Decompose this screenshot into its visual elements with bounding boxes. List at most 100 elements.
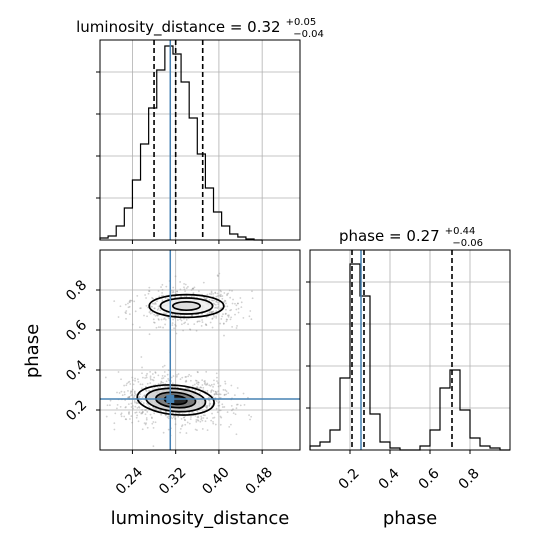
- scatter-point: [206, 404, 208, 407]
- scatter-point: [153, 303, 156, 305]
- scatter-point: [145, 409, 147, 411]
- scatter-point: [143, 394, 145, 397]
- scatter-point: [116, 391, 118, 394]
- scatter-point: [191, 314, 194, 317]
- scatter-point: [210, 311, 213, 314]
- scatter-point: [127, 412, 130, 414]
- scatter-point: [219, 409, 222, 412]
- scatter-point: [206, 429, 209, 432]
- y-axis-label-phase: phase: [22, 324, 43, 378]
- scatter-point: [222, 322, 225, 325]
- scatter-point: [175, 332, 178, 335]
- scatter-point: [167, 417, 170, 420]
- scatter-point: [154, 371, 157, 374]
- scatter-point: [218, 294, 220, 297]
- scatter-point: [145, 305, 148, 307]
- scatter-point: [156, 300, 158, 303]
- scatter-point: [140, 400, 143, 403]
- scatter-point: [203, 380, 206, 383]
- scatter-point: [210, 291, 213, 294]
- scatter-point: [215, 316, 218, 319]
- scatter-point: [113, 300, 116, 303]
- scatter-point: [161, 292, 164, 294]
- scatter-point: [214, 303, 217, 306]
- scatter-point: [124, 311, 127, 314]
- scatter-point: [217, 393, 220, 396]
- scatter-point: [113, 428, 116, 431]
- scatter-point: [230, 409, 233, 412]
- scatter-point: [217, 382, 219, 384]
- scatter-point: [131, 376, 134, 379]
- scatter-point: [149, 378, 152, 381]
- scatter-point: [217, 303, 220, 306]
- scatter-point: [218, 409, 221, 412]
- scatter-point: [152, 379, 155, 382]
- scatter-point: [159, 409, 162, 412]
- scatter-point: [150, 416, 153, 419]
- scatter-point: [172, 289, 174, 292]
- scatter-point: [148, 389, 151, 392]
- scatter-point: [205, 370, 208, 373]
- scatter-point: [131, 393, 134, 396]
- scatter-point: [202, 386, 205, 389]
- scatter-point: [197, 381, 200, 384]
- scatter-point: [145, 297, 147, 299]
- scatter-point: [124, 303, 127, 306]
- scatter-point: [196, 321, 199, 323]
- scatter-point: [151, 302, 154, 305]
- scatter-point: [140, 307, 142, 310]
- scatter-point: [151, 311, 154, 314]
- scatter-point: [179, 318, 182, 321]
- scatter-point: [205, 323, 207, 326]
- scatter-point: [106, 404, 109, 407]
- scatter-point: [210, 310, 213, 313]
- scatter-point: [231, 326, 234, 328]
- scatter-point: [129, 383, 132, 385]
- scatter-point: [165, 411, 168, 413]
- scatter-point: [190, 314, 193, 317]
- x-tick-label-luminosity-distance: 0.48: [243, 464, 276, 497]
- scatter-point: [229, 423, 232, 426]
- scatter-point: [213, 393, 216, 396]
- scatter-point: [160, 410, 162, 413]
- scatter-point: [212, 292, 215, 295]
- scatter-point: [156, 314, 159, 317]
- luminosity-distance-histogram-panel: [96, 39, 301, 244]
- scatter-point: [177, 314, 180, 317]
- scatter-point: [163, 371, 166, 373]
- scatter-point: [128, 411, 130, 413]
- scatter-point: [130, 406, 133, 408]
- scatter-point: [212, 422, 215, 425]
- scatter-point: [129, 301, 131, 303]
- scatter-point: [206, 417, 208, 420]
- scatter-point: [144, 294, 147, 296]
- scatter-point: [212, 417, 214, 419]
- scatter-point: [173, 314, 176, 316]
- scatter-point: [223, 334, 225, 337]
- y-tick-label-phase: 0.6: [63, 317, 90, 344]
- scatter-point: [223, 406, 226, 408]
- scatter-point: [138, 395, 141, 398]
- scatter-point: [153, 307, 156, 310]
- scatter-point: [127, 389, 129, 392]
- scatter-point: [210, 419, 213, 422]
- scatter-point: [195, 419, 198, 421]
- scatter-point: [137, 402, 140, 405]
- scatter-point: [116, 407, 118, 410]
- panel-frame: [309, 249, 511, 451]
- scatter-point: [227, 292, 230, 295]
- scatter-point: [152, 318, 155, 321]
- scatter-point: [234, 313, 236, 316]
- scatter-point: [172, 411, 175, 414]
- scatter-point: [232, 408, 234, 411]
- scatter-point: [212, 385, 214, 388]
- scatter-point: [157, 374, 160, 377]
- scatter-point: [214, 390, 217, 393]
- scatter-point: [199, 420, 202, 423]
- scatter-point: [165, 380, 168, 383]
- scatter-point: [235, 407, 238, 410]
- scatter-point: [174, 386, 177, 388]
- scatter-point: [213, 416, 216, 419]
- scatter-point: [211, 389, 213, 391]
- scatter-point: [170, 376, 173, 379]
